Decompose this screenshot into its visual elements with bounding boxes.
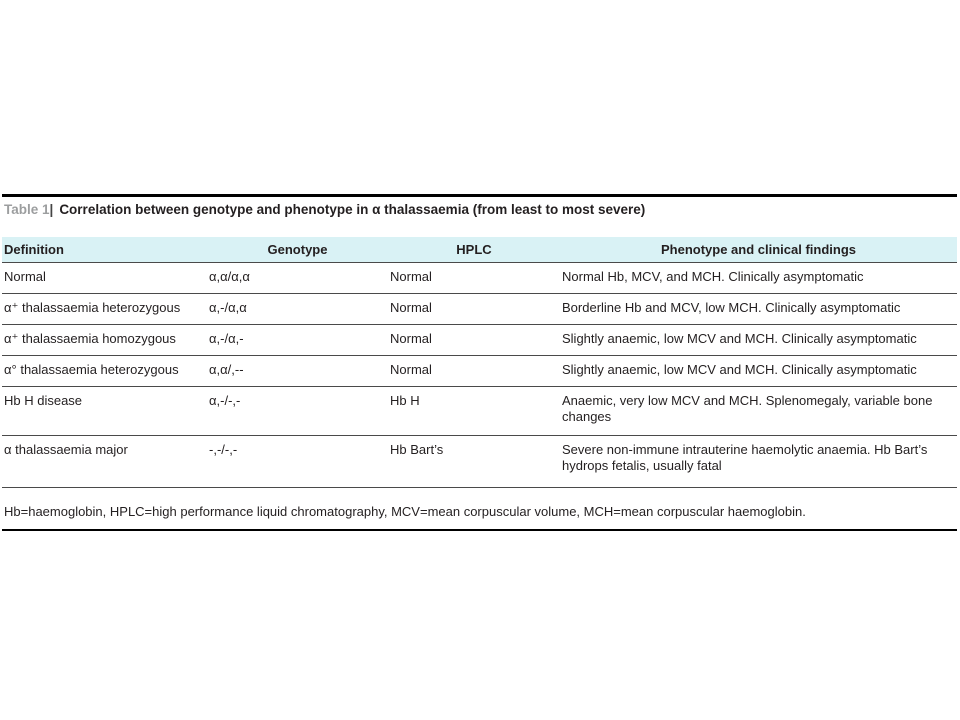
cell-hplc: Hb H	[388, 386, 560, 436]
table-footnote: Hb=haemoglobin, HPLC=high performance li…	[4, 504, 806, 519]
cell-hplc: Normal	[388, 262, 560, 294]
cell-definition: α⁺ thalassaemia homozygous	[2, 324, 207, 356]
table-row: α⁺ thalassaemia homozygous α,-/α,- Norma…	[2, 324, 957, 356]
cell-definition: Hb H disease	[2, 386, 207, 436]
cell-genotype: α,-/α,-	[207, 324, 388, 356]
table-row: Hb H disease α,-/-,- Hb H Anaemic, very …	[2, 386, 957, 436]
cell-genotype: α,-/-,-	[207, 386, 388, 436]
cell-phenotype: Anaemic, very low MCV and MCH. Splenomeg…	[560, 386, 957, 436]
column-header-phenotype: Phenotype and clinical findings	[560, 237, 957, 263]
caption-text: Correlation between genotype and phenoty…	[59, 202, 646, 217]
genotype-phenotype-table: Definition Genotype HPLC Phenotype and c…	[2, 237, 957, 488]
cell-hplc: Normal	[388, 324, 560, 356]
cell-phenotype: Borderline Hb and MCV, low MCH. Clinical…	[560, 293, 957, 325]
table-row: Normal α,α/α,α Normal Normal Hb, MCV, an…	[2, 262, 957, 294]
column-header-definition: Definition	[2, 237, 207, 263]
cell-hplc: Normal	[388, 355, 560, 387]
cell-genotype: -,-/-,-	[207, 435, 388, 488]
table-number-label: Table 1	[4, 202, 50, 217]
cell-definition: α° thalassaemia heterozygous	[2, 355, 207, 387]
table-row: α° thalassaemia heterozygous α,α/,-- Nor…	[2, 355, 957, 387]
table-header-band: Definition Genotype HPLC Phenotype and c…	[2, 237, 957, 263]
cell-definition: Normal	[2, 262, 207, 294]
cell-genotype: α,α/α,α	[207, 262, 388, 294]
table-figure: Table 1| Correlation between genotype and…	[2, 194, 957, 531]
table-caption: Table 1| Correlation between genotype and…	[4, 201, 957, 218]
column-header-genotype: Genotype	[207, 237, 388, 263]
cell-definition: α⁺ thalassaemia heterozygous	[2, 293, 207, 325]
caption-separator: |	[49, 202, 54, 217]
cell-phenotype: Severe non-immune intrauterine haemolyti…	[560, 435, 957, 488]
cell-phenotype: Slightly anaemic, low MCV and MCH. Clini…	[560, 355, 957, 387]
table-row: α thalassaemia major -,-/-,- Hb Bart’s S…	[2, 435, 957, 488]
table-row: α⁺ thalassaemia heterozygous α,-/α,α Nor…	[2, 293, 957, 325]
cell-hplc: Hb Bart’s	[388, 435, 560, 488]
table-body: Normal α,α/α,α Normal Normal Hb, MCV, an…	[2, 262, 957, 488]
table-bottom-rule	[2, 529, 957, 531]
column-header-hplc: HPLC	[388, 237, 560, 263]
cell-hplc: Normal	[388, 293, 560, 325]
cell-phenotype: Normal Hb, MCV, and MCH. Clinically asym…	[560, 262, 957, 294]
cell-definition: α thalassaemia major	[2, 435, 207, 488]
header-row: Definition Genotype HPLC Phenotype and c…	[2, 237, 957, 263]
cell-genotype: α,α/,--	[207, 355, 388, 387]
cell-genotype: α,-/α,α	[207, 293, 388, 325]
cell-phenotype: Slightly anaemic, low MCV and MCH. Clini…	[560, 324, 957, 356]
table-top-rule	[2, 194, 957, 197]
